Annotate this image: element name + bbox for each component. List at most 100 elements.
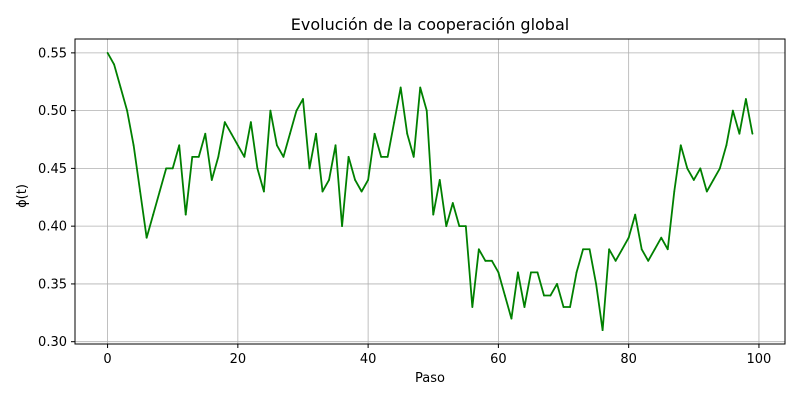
plot-frame [74,38,786,345]
data-point [119,86,122,89]
data-point [347,155,350,158]
y-tick-label: 0.50 [38,104,67,119]
data-point [575,271,578,274]
data-point [595,283,597,285]
grid-lines [75,39,785,344]
data-point [223,121,226,124]
data-point [106,51,109,54]
data-point [256,167,259,170]
data-point [477,248,480,251]
data-point [666,248,669,251]
data-point [718,167,721,170]
data-point [334,144,337,147]
data-point [705,190,708,193]
x-axis-label: Paso [415,371,445,386]
data-point [276,144,278,147]
data-point [530,271,532,274]
x-axis-ticks: 0 20 40 60 80 100 [103,344,771,367]
data-point [471,306,474,308]
data-point [289,132,291,135]
data-point [178,144,181,147]
data-point [640,248,643,251]
data-point [263,190,265,193]
data-point [165,167,168,170]
data-point [627,236,630,239]
data-point [634,213,637,216]
y-tick-label: 0.30 [38,335,67,350]
data-point [328,179,330,181]
data-point [412,155,415,158]
data-point [673,190,676,193]
data-point [653,248,656,251]
data-point [517,271,519,274]
y-tick-label: 0.40 [38,220,67,235]
data-point [184,213,187,216]
data-point [152,213,155,216]
data-point [249,121,252,124]
y-axis-label: ϕ(t) [15,184,30,208]
y-tick-label: 0.35 [38,277,67,292]
data-point [692,179,695,181]
data-point [432,213,435,216]
data-point [113,63,115,66]
x-tick-label: 60 [490,352,507,367]
data-point [621,248,624,251]
data-point [497,271,500,274]
data-point [126,109,129,112]
data-point [562,306,565,308]
data-point [236,144,239,147]
data-point [419,86,422,89]
data-point [341,225,343,228]
data-point [745,98,747,100]
data-point [510,317,513,320]
data-point [204,132,207,135]
x-tick-label: 20 [230,352,247,367]
data-point [458,225,461,228]
data-point [582,248,584,251]
data-point [282,155,285,158]
data-point [556,283,558,285]
x-tick-label: 100 [747,352,772,367]
data-point [490,259,493,262]
data-point [406,132,409,135]
y-tick-label: 0.45 [38,162,67,177]
x-tick-label: 40 [360,352,377,367]
series-line [106,52,754,332]
data-point [686,167,689,170]
data-point [132,144,135,147]
data-point [302,98,304,100]
data-point [751,132,754,135]
data-point [523,306,526,308]
data-point [731,109,734,112]
data-point [549,294,552,297]
data-point [504,294,506,297]
data-point [373,132,376,135]
data-point [725,144,728,147]
data-point [171,167,174,170]
data-point [210,179,213,181]
data-point [367,179,370,181]
data-point [269,109,272,112]
data-point [445,225,448,228]
data-point [614,259,617,262]
series-line-group [106,51,754,332]
data-point [679,144,682,147]
data-point [380,155,383,158]
data-point [360,190,363,193]
data-point [217,155,220,158]
data-point [438,179,441,181]
data-point [660,236,663,239]
data-point [536,271,539,274]
data-point [308,167,311,170]
data-point [647,259,650,262]
data-point [354,179,356,181]
chart-title: Evolución de la cooperación global [291,15,569,34]
data-point [139,190,142,193]
data-point [738,132,741,135]
data-point [608,248,611,251]
data-point [386,155,389,158]
data-point [315,132,317,135]
data-point [197,155,200,158]
data-point [588,248,591,251]
